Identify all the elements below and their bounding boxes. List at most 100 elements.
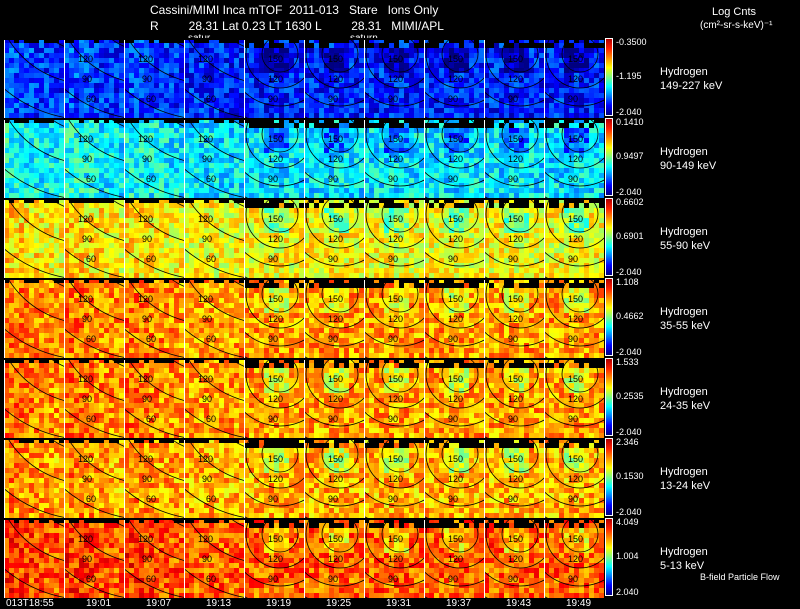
cell-divider [64, 278, 65, 358]
units-title: Log Cnts [712, 6, 757, 18]
contour-line [261, 438, 299, 473]
heatmap-cell: 150 120 90 [484, 278, 544, 358]
contour-line [424, 490, 484, 507]
contour-line [321, 118, 359, 153]
cell-divider [4, 438, 5, 518]
contour-label: 90 [82, 554, 92, 564]
contour-label: 60 [86, 494, 96, 504]
contour-line [545, 438, 604, 489]
contour-label: 120 [448, 314, 463, 324]
contour-line [501, 518, 539, 553]
cell-divider [484, 438, 485, 518]
contour-line [365, 118, 424, 169]
time-tick-label: 19:49 [566, 598, 592, 609]
contour-line [244, 90, 304, 107]
cell-divider [4, 358, 5, 438]
contour-label: 90 [328, 334, 338, 344]
contour-label: 90 [82, 474, 92, 484]
contour-line [245, 198, 304, 249]
heatmap-cell: 150 120 90 [544, 278, 604, 358]
colorbar-min-label: -2.040 [616, 347, 642, 357]
contour-line [261, 518, 299, 553]
heatmap-cell: 150 120 90 [544, 118, 604, 198]
contour-label: 120 [268, 474, 283, 484]
contour-line [561, 198, 599, 233]
contour-label: 120 [198, 454, 213, 464]
contour-line [305, 278, 364, 329]
cell-divider [64, 358, 65, 438]
contour-label: 150 [448, 534, 463, 544]
contour-label: 150 [328, 534, 343, 544]
contour-line [381, 358, 419, 393]
contour-label: 120 [388, 314, 403, 324]
cell-divider [544, 198, 545, 278]
contour-line [365, 38, 424, 89]
contour-label: 60 [206, 414, 216, 424]
contour-label: 150 [448, 54, 463, 64]
contour-label: 120 [328, 394, 343, 404]
contour-line [544, 170, 604, 187]
cell-divider [4, 198, 5, 278]
colorbar-min-label: -2.040 [616, 187, 642, 197]
heatmap-cell: 150 120 90 [484, 38, 544, 118]
heatmap-cell: 150 120 90 [424, 198, 484, 278]
contour-line [364, 410, 424, 427]
contour-line [561, 278, 599, 313]
heatmap-cell: 150 120 90 [244, 118, 304, 198]
contour-label: 90 [82, 154, 92, 164]
contour-line [304, 90, 364, 107]
cell-divider [304, 438, 305, 518]
row-separator [4, 518, 604, 520]
contour-label: 60 [206, 254, 216, 264]
contour-label: 120 [508, 554, 523, 564]
contour-label: 90 [388, 174, 398, 184]
contour-label: 60 [146, 574, 156, 584]
contour-label: 120 [448, 394, 463, 404]
contour-label: 150 [328, 294, 343, 304]
contour-label: 90 [508, 174, 518, 184]
row-separator [4, 198, 604, 200]
contour-label: 150 [328, 134, 343, 144]
heatmap-cell: 150 120 90 [364, 518, 424, 598]
heatmap-cell: 150 120 90 [544, 198, 604, 278]
contour-label: 90 [82, 74, 92, 84]
cell-divider [124, 518, 125, 598]
contour-label: 120 [388, 234, 403, 244]
contour-line [484, 570, 544, 587]
contour-line [304, 170, 364, 187]
time-tick-label: 19:37 [446, 598, 472, 609]
contour-line [441, 358, 479, 393]
time-tick-label: 19:43 [506, 598, 532, 609]
cell-divider [244, 278, 245, 358]
contour-label: 150 [388, 374, 403, 384]
contour-label: 120 [448, 554, 463, 564]
contour-label: 90 [202, 474, 212, 484]
contour-line [261, 118, 299, 153]
contour-label: 150 [328, 54, 343, 64]
contour-label: 60 [206, 494, 216, 504]
cell-divider [544, 518, 545, 598]
time-tick-label: 19:31 [386, 598, 412, 609]
contour-line [244, 490, 304, 507]
contour-line [304, 330, 364, 347]
contour-line [365, 198, 424, 249]
cell-divider [244, 38, 245, 118]
contour-label: 120 [328, 474, 343, 484]
heatmap-cell: 120 90 60 [64, 198, 124, 278]
heatmap-cell: 120 90 60 [64, 518, 124, 598]
contour-line [424, 90, 484, 107]
contour-label: 150 [568, 534, 583, 544]
contour-label: 60 [86, 334, 96, 344]
contour-label: 150 [448, 134, 463, 144]
contour-line [544, 490, 604, 507]
contour-label: 60 [146, 414, 156, 424]
contour-label: 90 [328, 254, 338, 264]
heatmap-cell: 150 120 90 [304, 198, 364, 278]
heatmap-cell: 150 120 90 [484, 198, 544, 278]
cell-divider [544, 438, 545, 518]
contour-line [364, 570, 424, 587]
cell-divider [424, 38, 425, 118]
contour-line [485, 118, 544, 169]
contour-label: 150 [268, 134, 283, 144]
contour-line [364, 330, 424, 347]
